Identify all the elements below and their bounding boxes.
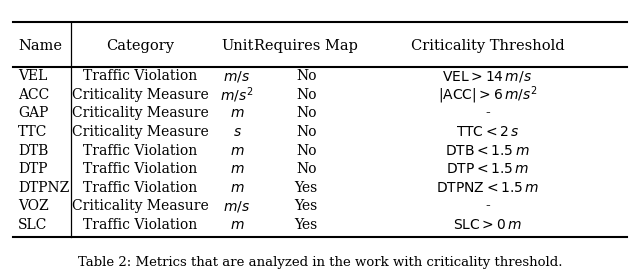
Text: Criticality Measure: Criticality Measure bbox=[72, 107, 209, 121]
Text: No: No bbox=[296, 144, 316, 158]
Text: ACC: ACC bbox=[18, 88, 49, 102]
Text: Criticality Threshold: Criticality Threshold bbox=[411, 39, 564, 53]
Text: No: No bbox=[296, 162, 316, 176]
Text: VOZ: VOZ bbox=[18, 199, 49, 213]
Text: Name: Name bbox=[18, 39, 62, 53]
Text: No: No bbox=[296, 69, 316, 83]
Text: Traffic Violation: Traffic Violation bbox=[83, 181, 197, 195]
Text: Yes: Yes bbox=[294, 181, 318, 195]
Text: Traffic Violation: Traffic Violation bbox=[83, 69, 197, 83]
Text: Traffic Violation: Traffic Violation bbox=[83, 218, 197, 232]
Text: GAP: GAP bbox=[18, 107, 48, 121]
Text: Criticality Measure: Criticality Measure bbox=[72, 199, 209, 213]
Text: -: - bbox=[485, 107, 490, 121]
Text: $m/s$: $m/s$ bbox=[223, 69, 251, 84]
Text: $m$: $m$ bbox=[230, 181, 244, 195]
Text: $\mathrm{TTC} < 2\, s$: $\mathrm{TTC} < 2\, s$ bbox=[456, 125, 519, 139]
Text: DTP: DTP bbox=[18, 162, 47, 176]
Text: Table 2: Metrics that are analyzed in the work with criticality threshold.: Table 2: Metrics that are analyzed in th… bbox=[77, 256, 563, 269]
Text: Yes: Yes bbox=[294, 199, 318, 213]
Text: Category: Category bbox=[106, 39, 174, 53]
Text: DTPNZ: DTPNZ bbox=[18, 181, 69, 195]
Text: $|\mathrm{ACC}| > 6\, m/s^2$: $|\mathrm{ACC}| > 6\, m/s^2$ bbox=[438, 84, 537, 106]
Text: SLC: SLC bbox=[18, 218, 47, 232]
Text: -: - bbox=[485, 199, 490, 213]
Text: $m$: $m$ bbox=[230, 218, 244, 232]
Text: $m/s^2$: $m/s^2$ bbox=[220, 85, 253, 105]
Text: Traffic Violation: Traffic Violation bbox=[83, 144, 197, 158]
Text: $\mathrm{DTPNZ} < 1.5\,m$: $\mathrm{DTPNZ} < 1.5\,m$ bbox=[436, 181, 539, 195]
Text: $m$: $m$ bbox=[230, 162, 244, 176]
Text: Criticality Measure: Criticality Measure bbox=[72, 88, 209, 102]
Text: $\mathrm{DTB} < 1.5\, m$: $\mathrm{DTB} < 1.5\, m$ bbox=[445, 144, 530, 158]
Text: No: No bbox=[296, 125, 316, 139]
Text: Unit: Unit bbox=[221, 39, 253, 53]
Text: DTB: DTB bbox=[18, 144, 48, 158]
Text: No: No bbox=[296, 88, 316, 102]
Text: No: No bbox=[296, 107, 316, 121]
Text: VEL: VEL bbox=[18, 69, 47, 83]
Text: TTC: TTC bbox=[18, 125, 47, 139]
Text: Requires Map: Requires Map bbox=[254, 39, 358, 53]
Text: Traffic Violation: Traffic Violation bbox=[83, 162, 197, 176]
Text: $\mathrm{VEL} > 14\, m/s$: $\mathrm{VEL} > 14\, m/s$ bbox=[442, 69, 532, 84]
Text: Yes: Yes bbox=[294, 218, 318, 232]
Text: $m$: $m$ bbox=[230, 144, 244, 158]
Text: $m/s$: $m/s$ bbox=[223, 199, 251, 214]
Text: Criticality Measure: Criticality Measure bbox=[72, 125, 209, 139]
Text: $m$: $m$ bbox=[230, 107, 244, 121]
Text: $\mathrm{DTP} < 1.5\, m$: $\mathrm{DTP} < 1.5\, m$ bbox=[445, 162, 529, 176]
Text: $s$: $s$ bbox=[232, 125, 241, 139]
Text: $\mathrm{SLC} > 0\, m$: $\mathrm{SLC} > 0\, m$ bbox=[453, 218, 522, 232]
